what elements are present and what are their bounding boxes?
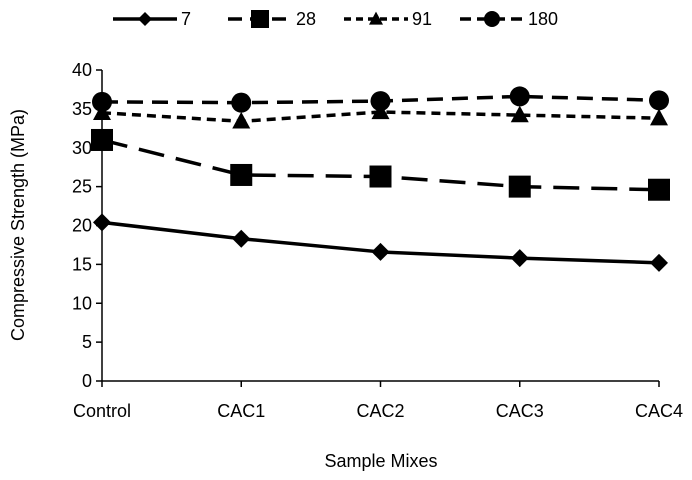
y-tick-label: 25 [72, 177, 92, 197]
y-axis-label: Compressive Strength (MPa) [8, 109, 28, 341]
data-point [93, 213, 111, 232]
y-tick-label: 0 [82, 371, 92, 391]
data-point [371, 242, 390, 261]
legend-label: 91 [412, 9, 432, 29]
x-tick-label: Control [73, 401, 131, 421]
legend-item-7: 7 [113, 9, 191, 29]
legend-item-28: 28 [228, 9, 316, 29]
legend-marker [251, 10, 269, 28]
data-point [510, 105, 529, 123]
series-layer [91, 86, 670, 272]
y-tick-label: 35 [72, 99, 92, 119]
data-point [649, 90, 669, 111]
data-point [650, 108, 668, 126]
legend-label: 28 [296, 9, 316, 29]
data-point [232, 111, 251, 129]
data-point [230, 163, 253, 186]
legend-item-91: 91 [344, 9, 432, 29]
axes: 0 5 10 15 20 25 30 35 40 Control CAC1 CAC2 CAC3 CAC4 [72, 60, 683, 421]
legend-marker [484, 11, 500, 27]
data-point [92, 91, 112, 112]
data-point [509, 86, 530, 107]
x-tick-label: CAC2 [356, 401, 404, 421]
x-tick-label: CAC4 [635, 401, 683, 421]
x-axis-label: Sample Mixes [324, 451, 437, 471]
data-point [231, 92, 252, 113]
legend-label: 7 [181, 9, 191, 29]
y-tick-label: 5 [82, 332, 92, 352]
y-tick-label: 30 [72, 138, 92, 158]
data-point [370, 91, 391, 112]
y-tick-label: 40 [72, 60, 92, 80]
data-point [232, 229, 251, 248]
legend-item-180: 180 [460, 9, 558, 29]
x-tick-label: CAC1 [217, 401, 265, 421]
y-tick-label: 20 [72, 216, 92, 236]
series-7 [93, 213, 668, 272]
series-180 [92, 86, 669, 113]
data-point [91, 128, 113, 151]
y-tick-label: 10 [72, 293, 92, 313]
x-tick-label: CAC3 [496, 401, 544, 421]
legend-label: 180 [528, 9, 558, 29]
data-point [369, 165, 392, 188]
data-point [508, 175, 531, 198]
legend-marker [369, 11, 383, 25]
legend: 7 28 91 180 [113, 9, 558, 29]
data-point [510, 249, 529, 268]
series-28 [91, 128, 670, 201]
series-line-91 [101, 110, 660, 124]
legend-marker [138, 12, 152, 26]
y-tick-label: 15 [72, 254, 92, 274]
data-point [648, 178, 670, 201]
data-point [650, 253, 668, 272]
